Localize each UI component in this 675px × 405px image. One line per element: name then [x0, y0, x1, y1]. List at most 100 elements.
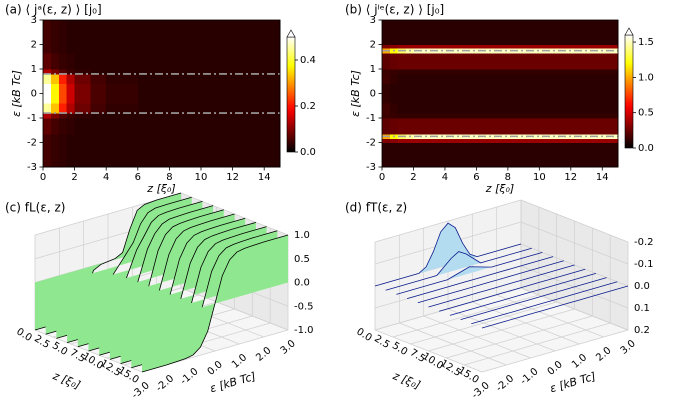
heat-cell — [90, 118, 107, 135]
heat-cell — [50, 73, 60, 85]
heat-cell — [476, 83, 524, 104]
heat-cell — [476, 73, 524, 85]
heat-cell — [397, 118, 406, 135]
heat-cell — [405, 69, 414, 75]
z-tick-label: 2.5 — [32, 333, 51, 351]
heat-cell — [413, 113, 430, 119]
heat-cell — [523, 138, 572, 143]
heat-cell — [570, 53, 619, 70]
heat-cell — [58, 103, 68, 114]
slice-line — [141, 234, 289, 373]
heat-cell — [232, 69, 281, 75]
y-tick-label: 0 — [31, 89, 37, 100]
slice-line — [406, 256, 554, 299]
heat-cell — [444, 69, 477, 75]
heat-cell — [405, 73, 414, 85]
heat-cell — [413, 138, 430, 143]
heat-cell — [66, 118, 75, 135]
heat-cell — [389, 53, 399, 70]
heat-cell — [90, 142, 107, 168]
x-tick-label: 0 — [40, 172, 46, 183]
x-tick-label: 2.0 — [594, 345, 613, 364]
heat-cell — [50, 138, 60, 143]
x-tick-label: -1.0 — [519, 366, 541, 387]
colorbar-tick-label: 0.0 — [638, 143, 654, 154]
heat-cell — [106, 118, 139, 135]
heat-cell — [523, 69, 572, 75]
heat-cell — [50, 83, 60, 104]
heat-cell — [405, 83, 414, 104]
heat-cell — [523, 20, 572, 45]
heat-cell — [185, 44, 233, 49]
heat-cell — [58, 53, 68, 70]
heat-cell — [570, 69, 619, 75]
heat-cell — [50, 53, 60, 70]
heat-cell — [43, 113, 52, 119]
heat-cell — [58, 83, 68, 104]
heat-cell — [389, 20, 399, 45]
heat-cell — [405, 142, 414, 168]
z-tick-label: 5.0 — [50, 340, 69, 358]
heat-cell — [232, 113, 281, 119]
heat-cell — [58, 73, 68, 85]
heat-cell — [570, 44, 619, 49]
heat-cell — [106, 44, 139, 49]
panel-title: (c) fL(ε, z) — [5, 201, 65, 215]
heat-cell — [66, 133, 75, 140]
grid-line — [399, 322, 507, 366]
heat-cell — [106, 113, 139, 119]
heat-cell — [429, 20, 446, 45]
heat-cell — [429, 103, 446, 114]
x-tick-label: 8 — [166, 172, 172, 183]
slice-line — [385, 247, 532, 291]
heat-cell — [66, 113, 75, 119]
x-axis-label: z [ξ₀] — [485, 182, 514, 195]
colorbar-extend — [286, 29, 296, 38]
panel-title: (d) fT(ε, z) — [345, 201, 407, 215]
heat-cell — [413, 73, 430, 85]
heat-cell — [523, 73, 572, 85]
heat-cell — [50, 103, 60, 114]
heat-cell — [232, 83, 281, 104]
y-axis-label: ε [kB Tc] — [10, 70, 23, 117]
x-tick-label: 14 — [596, 172, 609, 183]
heat-cell — [58, 142, 68, 168]
heat-cell — [50, 118, 60, 135]
heat-cell — [106, 69, 139, 75]
heat-cell — [185, 103, 233, 114]
heat-cell — [58, 113, 68, 119]
heat-cell — [429, 142, 446, 168]
heat-cell — [90, 113, 107, 119]
grid-line — [374, 329, 483, 373]
heat-cell — [429, 73, 446, 85]
x-tick-label: 0.0 — [206, 359, 225, 378]
heat-cell — [106, 138, 139, 143]
heat-cell — [58, 69, 68, 75]
z-tick-label: 5.0 — [390, 340, 409, 358]
heat-cell — [90, 103, 107, 114]
heat-cell — [90, 20, 107, 45]
heat-cell — [66, 83, 75, 104]
heat-cell — [43, 69, 52, 75]
heat-cell — [570, 142, 619, 168]
heat-cell — [66, 73, 75, 85]
x-tick-label: 0.0 — [546, 359, 565, 378]
heat-cell — [50, 113, 60, 119]
heat-cell — [137, 103, 186, 114]
heat-cell — [429, 44, 446, 49]
v-tick-label: 1.0 — [294, 230, 310, 241]
heat-cell — [389, 44, 399, 49]
colorbar-tick-label: 0.4 — [300, 55, 316, 66]
heat-cell — [382, 113, 391, 119]
heat-cell — [405, 20, 414, 45]
heat-cell — [106, 48, 139, 54]
heat-cell — [476, 53, 524, 70]
heat-cell — [413, 118, 430, 135]
heat-cell — [413, 142, 430, 168]
heat-cell — [405, 53, 414, 70]
v-tick-label: 0.2 — [634, 325, 650, 336]
grid-line — [447, 308, 556, 352]
heat-cell — [58, 20, 68, 45]
heat-cell — [66, 138, 75, 143]
